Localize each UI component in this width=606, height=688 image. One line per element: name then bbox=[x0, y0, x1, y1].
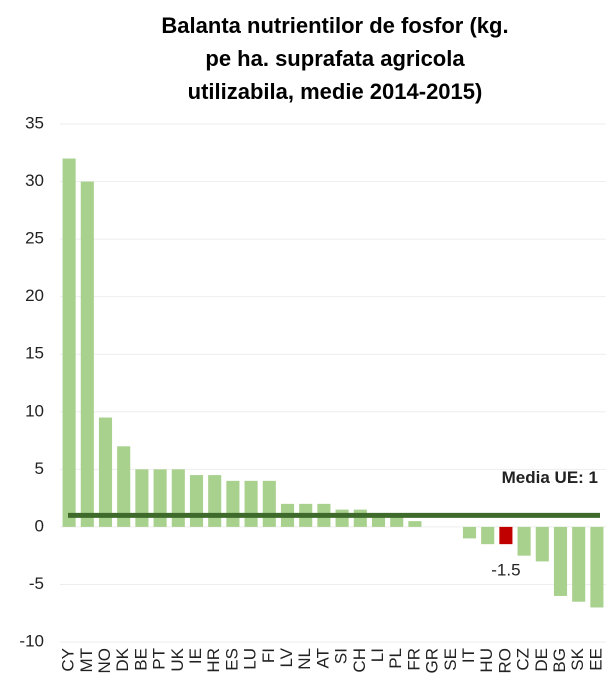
y-tick-label: 25 bbox=[25, 229, 44, 248]
y-tick-label: 0 bbox=[35, 516, 44, 535]
bar bbox=[171, 469, 185, 527]
y-tick-label: -10 bbox=[19, 631, 44, 650]
x-tick-label: HR bbox=[204, 648, 223, 673]
value-label: -1.5 bbox=[491, 561, 520, 580]
x-tick-label: NO bbox=[95, 648, 114, 674]
x-tick-label: CZ bbox=[514, 648, 533, 671]
bar bbox=[244, 480, 258, 527]
bar bbox=[481, 526, 495, 545]
bar bbox=[189, 475, 204, 527]
y-tick-label: 15 bbox=[25, 344, 44, 363]
y-tick-label: -5 bbox=[29, 574, 44, 593]
x-tick-label: UK bbox=[168, 647, 187, 671]
chart-title: pe ha. suprafata agricola bbox=[205, 46, 465, 71]
y-tick-label: 10 bbox=[25, 401, 44, 420]
x-tick-label: BE bbox=[131, 648, 150, 671]
x-tick-label: EE bbox=[586, 648, 605, 671]
bar bbox=[335, 509, 349, 527]
x-tick-label: IT bbox=[459, 648, 478, 663]
x-tick-label: LU bbox=[241, 648, 260, 670]
bar bbox=[117, 446, 131, 527]
bar bbox=[98, 417, 113, 527]
x-tick-label: LI bbox=[368, 648, 387, 662]
y-tick-label: 35 bbox=[25, 113, 44, 132]
bar bbox=[153, 469, 167, 527]
x-tick-label: GR bbox=[423, 648, 442, 674]
bar bbox=[371, 515, 386, 527]
x-tick-label: IE bbox=[186, 648, 205, 664]
bar bbox=[517, 526, 531, 556]
x-tick-label: HU bbox=[477, 648, 496, 673]
bar bbox=[553, 526, 568, 596]
x-tick-label: NL bbox=[295, 648, 314, 670]
x-tick-label: ES bbox=[222, 648, 241, 671]
bar bbox=[226, 480, 240, 527]
x-tick-label: FR bbox=[404, 648, 423, 671]
bar bbox=[135, 469, 149, 527]
x-tick-label: DK bbox=[113, 647, 132, 671]
bar bbox=[590, 526, 604, 608]
y-tick-label: 20 bbox=[25, 286, 44, 305]
x-tick-label: SE bbox=[441, 648, 460, 671]
bar bbox=[353, 509, 367, 527]
bar bbox=[462, 526, 477, 539]
bar bbox=[262, 480, 276, 527]
bar bbox=[208, 475, 222, 527]
bar bbox=[572, 526, 586, 602]
x-tick-label: DE bbox=[532, 648, 551, 672]
reference-label: Media UE: 1 bbox=[502, 468, 598, 487]
x-tick-label: CY bbox=[59, 648, 78, 672]
x-tick-label: AT bbox=[313, 648, 332, 668]
x-tick-label: MT bbox=[77, 648, 96, 673]
bar bbox=[390, 515, 404, 527]
x-tick-label: CH bbox=[350, 648, 369, 673]
x-tick-label: RO bbox=[495, 648, 514, 674]
x-tick-label: PL bbox=[386, 648, 405, 669]
chart-title: Balanta nutrientilor de fosfor (kg. bbox=[161, 13, 508, 38]
x-tick-label: SI bbox=[332, 648, 351, 664]
bar bbox=[80, 181, 94, 527]
bar bbox=[535, 526, 549, 562]
bar bbox=[499, 526, 513, 545]
x-tick-label: FI bbox=[259, 648, 278, 663]
x-tick-label: SK bbox=[568, 647, 587, 670]
x-tick-label: LV bbox=[277, 647, 296, 667]
x-tick-label: BG bbox=[550, 648, 569, 673]
y-tick-label: 30 bbox=[25, 171, 44, 190]
bar bbox=[62, 158, 76, 527]
y-tick-label: 5 bbox=[35, 459, 44, 478]
chart-title: utilizabila, medie 2014-2015) bbox=[188, 79, 483, 104]
x-tick-label: PT bbox=[150, 648, 169, 670]
bar bbox=[408, 521, 422, 527]
